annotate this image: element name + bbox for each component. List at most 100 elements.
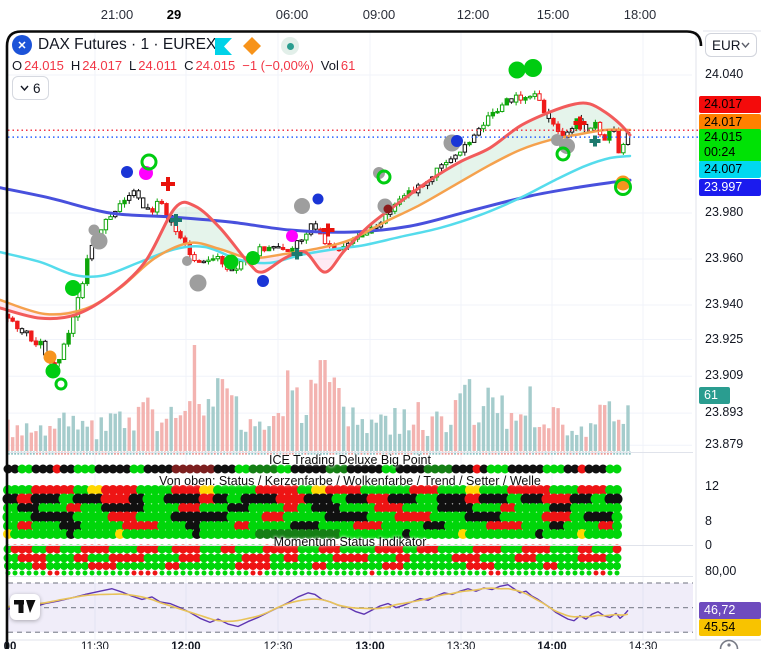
indicator-dot <box>563 553 573 563</box>
mini-dash <box>479 451 481 455</box>
indicator-dot <box>318 503 328 513</box>
mini-dash <box>11 451 13 455</box>
indicator-dot <box>66 544 76 554</box>
indicator-dot <box>144 562 152 570</box>
candle-body <box>602 134 607 141</box>
volume-bar <box>598 404 602 451</box>
indicator-dot <box>123 562 131 570</box>
volume-bar <box>202 415 206 451</box>
volume-bar <box>155 431 159 451</box>
indicator-dot <box>437 485 447 495</box>
status-dot-icon[interactable] <box>281 37 299 55</box>
orange-diamond-icon[interactable] <box>242 36 262 56</box>
indicator-dot <box>381 464 391 474</box>
indicator-dot <box>430 521 440 531</box>
indicator-dot <box>194 570 200 576</box>
mini-dash <box>441 451 444 455</box>
volume-bar <box>290 390 295 451</box>
volume-bar <box>341 406 346 451</box>
mini-dash <box>332 451 335 455</box>
mini-dash <box>344 451 347 455</box>
candle-body <box>66 332 71 345</box>
mini-dash <box>582 451 584 455</box>
mini-dash <box>597 451 600 455</box>
indicator-dot <box>423 553 433 563</box>
tradingview-logo[interactable] <box>10 594 40 620</box>
indicator-dot <box>549 485 559 495</box>
indicator-dot <box>444 521 454 531</box>
indicator-dot <box>213 529 223 539</box>
indicator-dot <box>66 529 76 539</box>
indicator-dot <box>255 485 265 495</box>
indicator-dot <box>192 521 202 531</box>
candle-body <box>140 197 146 209</box>
volume-bar <box>309 379 313 451</box>
indicator-dot <box>325 521 335 531</box>
mini-dash <box>491 451 494 455</box>
volume-bar <box>509 412 514 451</box>
indicator-dot <box>598 485 608 495</box>
indicator-dot <box>220 503 230 513</box>
price-badge-45.54: 45.54 <box>699 618 761 636</box>
gray-signal-dot <box>559 138 575 154</box>
indicator-dot <box>430 529 440 539</box>
indicator-dot <box>206 544 216 554</box>
cyan-flag-icon[interactable] <box>215 38 232 55</box>
mini-dash <box>363 451 366 455</box>
mini-dash <box>388 451 391 455</box>
indicator-dot <box>353 485 363 495</box>
mini-dash <box>123 451 126 455</box>
indicator-dot <box>52 503 62 513</box>
currency-dropdown[interactable]: EUR <box>705 33 757 57</box>
indicator-dot <box>33 570 39 576</box>
indicator-dot <box>612 521 622 531</box>
indicator-dot <box>178 544 188 554</box>
volume-bar <box>211 406 215 451</box>
indicator-dot <box>374 485 384 495</box>
mini-dash <box>61 451 63 455</box>
indicator-dot <box>332 485 342 495</box>
indicator-dot <box>381 544 391 554</box>
indicator-dot <box>45 544 55 554</box>
mini-dash <box>625 451 628 455</box>
indicator-dot <box>479 544 489 554</box>
high-value: 24.017 <box>82 58 123 73</box>
timezone-clock-icon[interactable] <box>716 637 742 649</box>
indicator-dot <box>297 503 307 513</box>
scale-label-0: 0 <box>705 538 712 552</box>
green-signal-ring <box>555 146 571 162</box>
mini-dash <box>563 451 566 455</box>
indicator-dot <box>396 562 404 570</box>
indicator-dot <box>262 464 272 474</box>
indicator-dot <box>52 544 62 554</box>
volume-bar <box>351 407 355 451</box>
mini-dash <box>529 451 531 455</box>
candle-body <box>164 203 169 217</box>
indicator-dot <box>311 521 321 531</box>
mini-dash <box>132 451 135 455</box>
candle-body <box>476 128 482 136</box>
volume-bar <box>90 420 94 451</box>
volume-bar <box>589 423 593 451</box>
indicator-dot <box>87 503 97 513</box>
mini-dash <box>276 451 279 455</box>
mini-dash <box>578 451 581 455</box>
indicator-collapse-button[interactable]: 6 <box>12 76 49 100</box>
candle-body <box>280 247 286 250</box>
indicator-dot <box>180 570 186 576</box>
mini-dash <box>535 451 538 455</box>
mini-dash <box>522 451 525 455</box>
mini-dash <box>291 451 294 455</box>
indicator-dot <box>361 562 369 570</box>
indicator-dot <box>423 529 433 539</box>
indicator-dot <box>353 553 363 563</box>
indicator-dot <box>206 485 216 495</box>
indicator-dot <box>283 464 293 474</box>
indicator-dot <box>271 570 277 576</box>
indicator-dot <box>241 529 251 539</box>
indicator-dot <box>410 562 418 570</box>
mini-dash <box>500 451 503 455</box>
indicator-dot <box>459 562 467 570</box>
candle-body <box>187 242 193 256</box>
